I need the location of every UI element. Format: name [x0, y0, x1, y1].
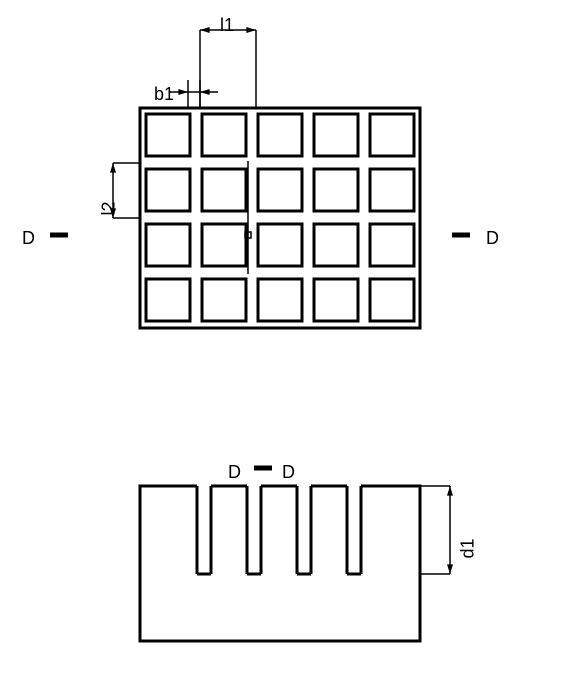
section-title-left: D — [228, 462, 241, 483]
dim-l1-label: l1 — [220, 15, 234, 36]
section-mark-left-label: D — [22, 228, 35, 249]
dim-l2-label: l2 — [99, 201, 120, 215]
section-mark-right-label: D — [486, 228, 499, 249]
dim-b1-label: b1 — [154, 84, 174, 105]
section-title-right: D — [282, 462, 295, 483]
engineering-drawing — [0, 0, 569, 687]
dim-d1-label: d1 — [458, 538, 479, 558]
